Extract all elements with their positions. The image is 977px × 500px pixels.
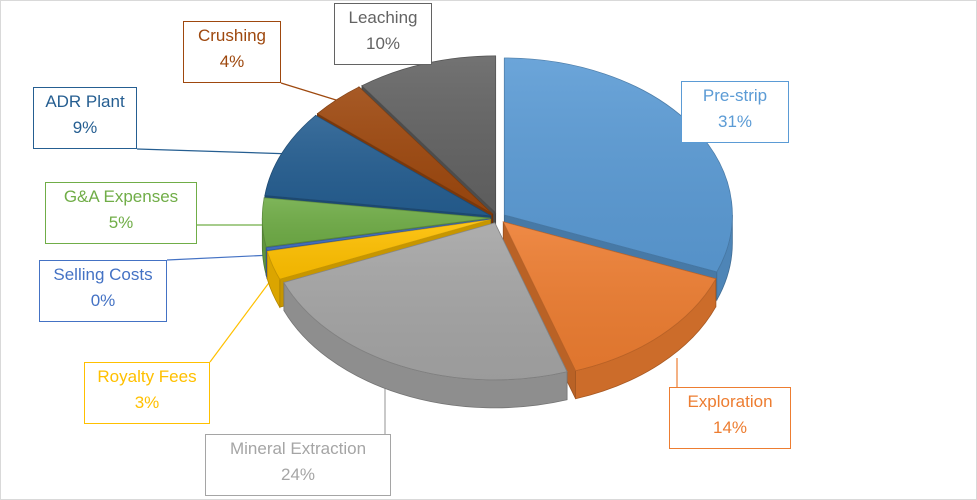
slice-sheen-mineral-extraction [283,222,568,380]
slice-percent: 10% [365,34,401,53]
slice-name: Selling Costs [53,265,153,284]
slice-percent: 0% [90,291,116,310]
leader-lines [136,64,681,434]
label-selling-costs: Selling Costs 0% [39,260,167,322]
slice-name: Royalty Fees [97,367,197,386]
slice-percent: 5% [108,213,134,232]
leader-selling-costs [166,254,273,261]
slice-sheen-g-a-expenses [262,197,491,247]
pie-slices [261,55,733,381]
slice-sheen-exploration [503,221,716,371]
label-crushing: Crushing 4% [183,21,281,83]
slice-percent: 24% [280,465,316,484]
slice-name: Crushing [197,26,267,45]
slice-sheen-royalty-fees [267,219,491,280]
label-royalty-fees: Royalty Fees 3% [84,362,210,424]
label-pre-strip: Pre-strip 31% [681,81,789,143]
slice-name: Leaching [348,8,418,27]
leader-royalty-fees [209,279,272,363]
label-adr-plant: ADR Plant 9% [33,87,137,149]
slice-name: G&A Expenses [63,187,179,206]
leader-adr-plant [136,148,294,155]
slice-percent: 31% [717,112,753,131]
slice-name: Mineral Extraction [229,439,367,458]
slice-sheen-pre-strip [504,57,733,272]
label-leaching: Leaching 10% [334,3,432,65]
slice-sheen-selling-costs [266,219,491,251]
slice-percent: 14% [712,418,748,437]
slice-sheen-crushing [317,86,493,215]
slice-name: Pre-strip [702,86,768,105]
slice-percent: 9% [72,118,98,137]
label-exploration: Exploration 14% [669,387,791,449]
slice-percent: 3% [134,393,160,412]
slice-name: Exploration [687,392,773,411]
label-mineral-extraction: Mineral Extraction 24% [205,434,391,496]
label-g-a-expenses: G&A Expenses 5% [45,182,197,244]
slice-sheen-leaching [361,55,496,213]
slice-name: ADR Plant [45,92,125,111]
slice-percent: 4% [219,52,245,71]
slice-sheen-adr-plant [264,115,491,216]
